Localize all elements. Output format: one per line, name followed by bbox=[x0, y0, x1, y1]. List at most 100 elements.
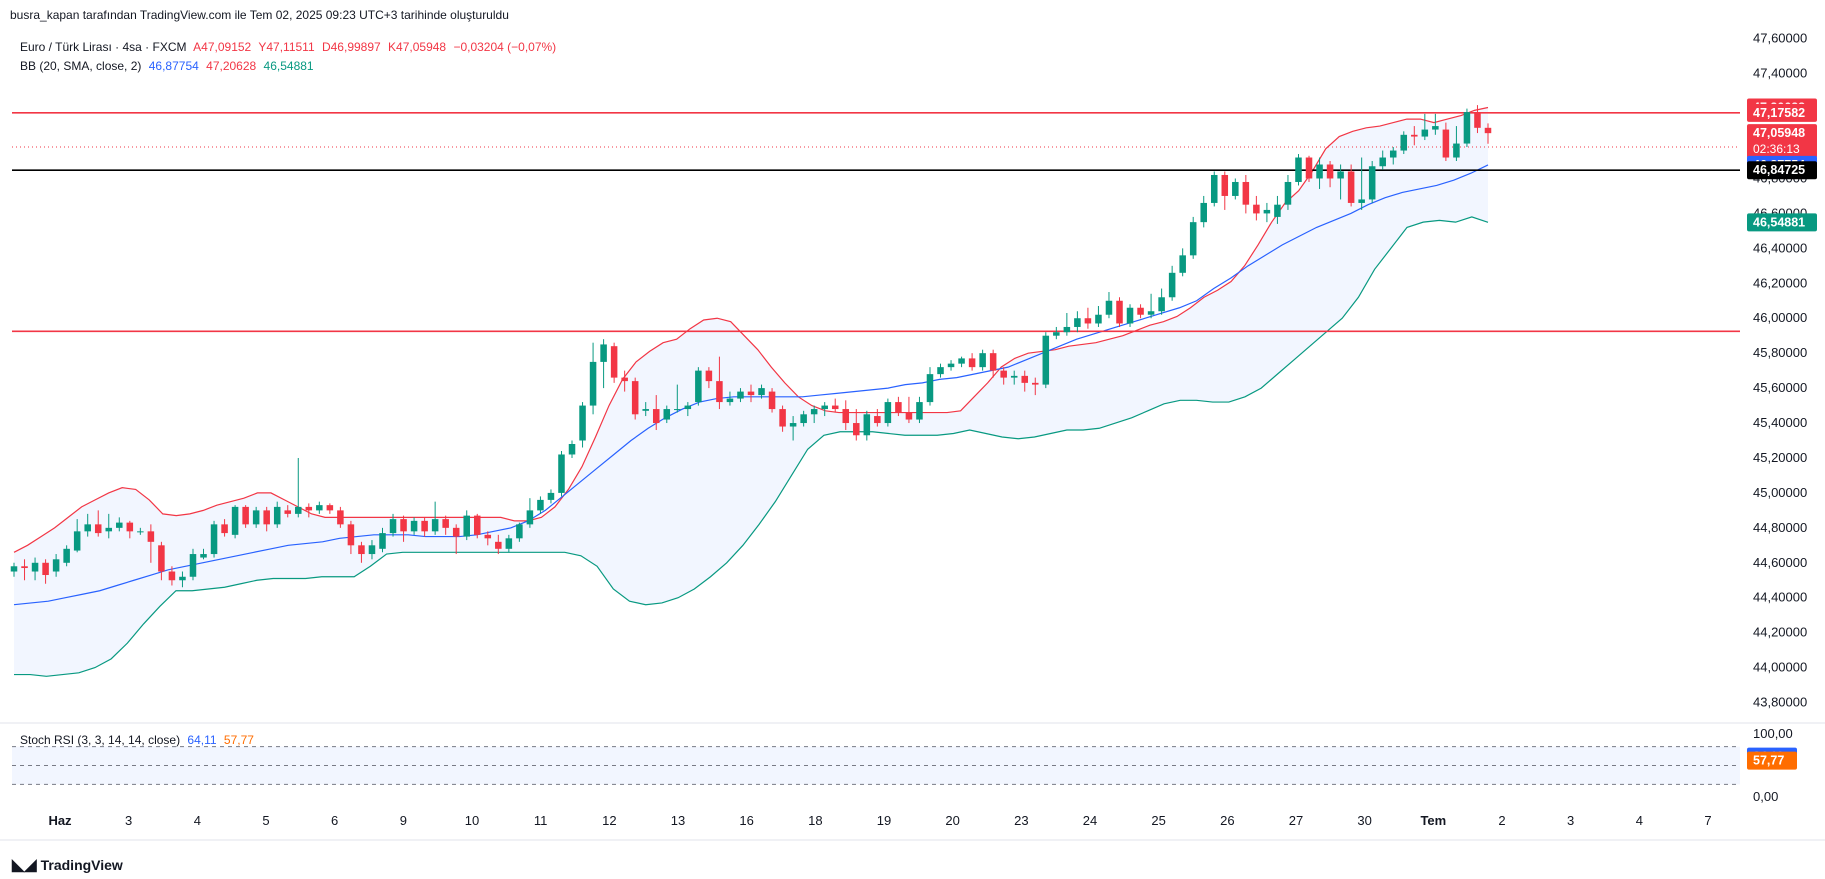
candle-body bbox=[379, 533, 386, 549]
chart-caption: busra_kapan tarafından TradingView.com i… bbox=[10, 8, 509, 22]
candle-body bbox=[884, 402, 892, 424]
time-axis-label: 3 bbox=[125, 813, 132, 828]
candle-body bbox=[1274, 204, 1281, 217]
candle-body bbox=[674, 409, 681, 411]
candle-body bbox=[1442, 129, 1450, 158]
time-axis-label: 26 bbox=[1220, 813, 1234, 828]
candle-body bbox=[63, 548, 70, 563]
time-axis-label: 11 bbox=[534, 813, 548, 828]
time-axis-label: 30 bbox=[1357, 813, 1371, 828]
candle-body bbox=[1084, 318, 1092, 324]
candle-body bbox=[221, 524, 228, 534]
candle-body bbox=[252, 510, 260, 525]
tradingview-brand[interactable]: ◣◢ TradingView bbox=[12, 855, 123, 875]
time-axis-label: 19 bbox=[877, 813, 891, 828]
candle-body bbox=[389, 519, 397, 534]
candle-body bbox=[905, 412, 913, 420]
candle-body bbox=[1179, 255, 1186, 273]
candle-body bbox=[947, 363, 955, 368]
candle-body bbox=[695, 370, 702, 403]
candle-body bbox=[810, 409, 818, 415]
candle-body bbox=[473, 515, 481, 535]
rsi-label[interactable]: Stoch RSI (3, 3, 14, 14, close) bbox=[20, 733, 181, 747]
candle-body bbox=[1063, 326, 1071, 333]
candle-body bbox=[400, 519, 407, 532]
candle-body bbox=[831, 405, 839, 410]
candle-body bbox=[1253, 204, 1260, 214]
candle-body bbox=[1168, 272, 1176, 298]
candle-body bbox=[579, 405, 586, 441]
time-axis-label: 27 bbox=[1289, 813, 1303, 828]
candle-body bbox=[642, 409, 649, 411]
candle-body bbox=[558, 454, 565, 493]
low-value: D46,99897 bbox=[321, 40, 381, 54]
bb-upper-line bbox=[13, 106, 1489, 553]
price-tag bbox=[1747, 161, 1817, 180]
candle-body bbox=[484, 534, 492, 539]
price-tick-label: 45,60000 bbox=[1753, 380, 1807, 395]
candle-body bbox=[1242, 181, 1250, 205]
price-tick-label: 46,20000 bbox=[1753, 275, 1807, 290]
candle-body bbox=[1000, 370, 1007, 378]
symbol-title[interactable]: Euro / Türk Lirası · 4sa · FXCM bbox=[20, 40, 187, 54]
candle-body bbox=[568, 444, 576, 455]
countdown-label: 02:36:13 bbox=[1753, 142, 1800, 156]
candle-body bbox=[789, 423, 797, 427]
candle-body bbox=[200, 554, 207, 558]
main-legend[interactable]: Euro / Türk Lirası · 4sa · FXCM A47,0915… bbox=[20, 40, 560, 54]
candle-body bbox=[1221, 174, 1229, 196]
candle-body bbox=[526, 510, 534, 525]
candle-body bbox=[600, 344, 607, 362]
candle-body bbox=[1316, 164, 1323, 179]
candle-body bbox=[1337, 171, 1344, 179]
candle-body bbox=[726, 398, 734, 403]
time-axis-label: 4 bbox=[1636, 813, 1643, 828]
candle-body bbox=[716, 381, 723, 403]
candle-body bbox=[684, 405, 692, 410]
candle-body bbox=[263, 510, 270, 525]
candle-body bbox=[463, 515, 470, 537]
time-axis-label: 23 bbox=[1014, 813, 1028, 828]
time-axis-label: Tem bbox=[1420, 813, 1446, 828]
candle-body bbox=[758, 388, 765, 396]
candle-body bbox=[1400, 134, 1408, 151]
rsi-legend[interactable]: Stoch RSI (3, 3, 14, 14, close) 64,11 57… bbox=[20, 733, 258, 747]
time-axis-label: 7 bbox=[1704, 813, 1711, 828]
candle-body bbox=[1347, 171, 1355, 203]
rsi-k-value: 64,11 bbox=[187, 733, 217, 747]
candle-body bbox=[442, 519, 449, 528]
time-axis-label: Haz bbox=[48, 813, 72, 828]
price-tick-label: 44,00000 bbox=[1753, 660, 1807, 675]
candle-body bbox=[1453, 143, 1460, 158]
candle-body bbox=[842, 409, 850, 424]
candle-body bbox=[1368, 166, 1376, 200]
candle-body bbox=[874, 416, 881, 424]
candle-body bbox=[42, 562, 49, 576]
rsi-tag bbox=[1747, 751, 1797, 770]
price-tag bbox=[1747, 213, 1817, 232]
candle-body bbox=[1411, 134, 1418, 137]
rsi-tag-label: 57,77 bbox=[1753, 754, 1784, 768]
candle-body bbox=[589, 361, 597, 406]
candle-body bbox=[337, 510, 344, 525]
candle-body bbox=[1042, 335, 1050, 385]
candle-body bbox=[1189, 222, 1197, 256]
price-tag bbox=[1747, 103, 1817, 122]
close-value: K47,05948 bbox=[388, 40, 447, 54]
candle-body bbox=[1389, 150, 1397, 158]
candle-body bbox=[326, 505, 334, 511]
candle-body bbox=[1232, 181, 1239, 196]
time-axis-label: 13 bbox=[671, 813, 685, 828]
price-tick-label: 44,60000 bbox=[1753, 555, 1807, 570]
price-tick-label: 44,80000 bbox=[1753, 520, 1807, 535]
bb-label[interactable]: BB (20, SMA, close, 2) bbox=[20, 59, 142, 73]
candle-body bbox=[705, 370, 713, 382]
price-tick-label: 45,00000 bbox=[1753, 485, 1807, 500]
price-tick-label: 44,20000 bbox=[1753, 625, 1807, 640]
bb-legend[interactable]: BB (20, SMA, close, 2) 46,87754 47,20628… bbox=[20, 59, 318, 73]
candle-body bbox=[631, 381, 639, 415]
candle-body bbox=[210, 524, 218, 555]
candle-body bbox=[495, 541, 502, 549]
candle-body bbox=[179, 576, 186, 581]
